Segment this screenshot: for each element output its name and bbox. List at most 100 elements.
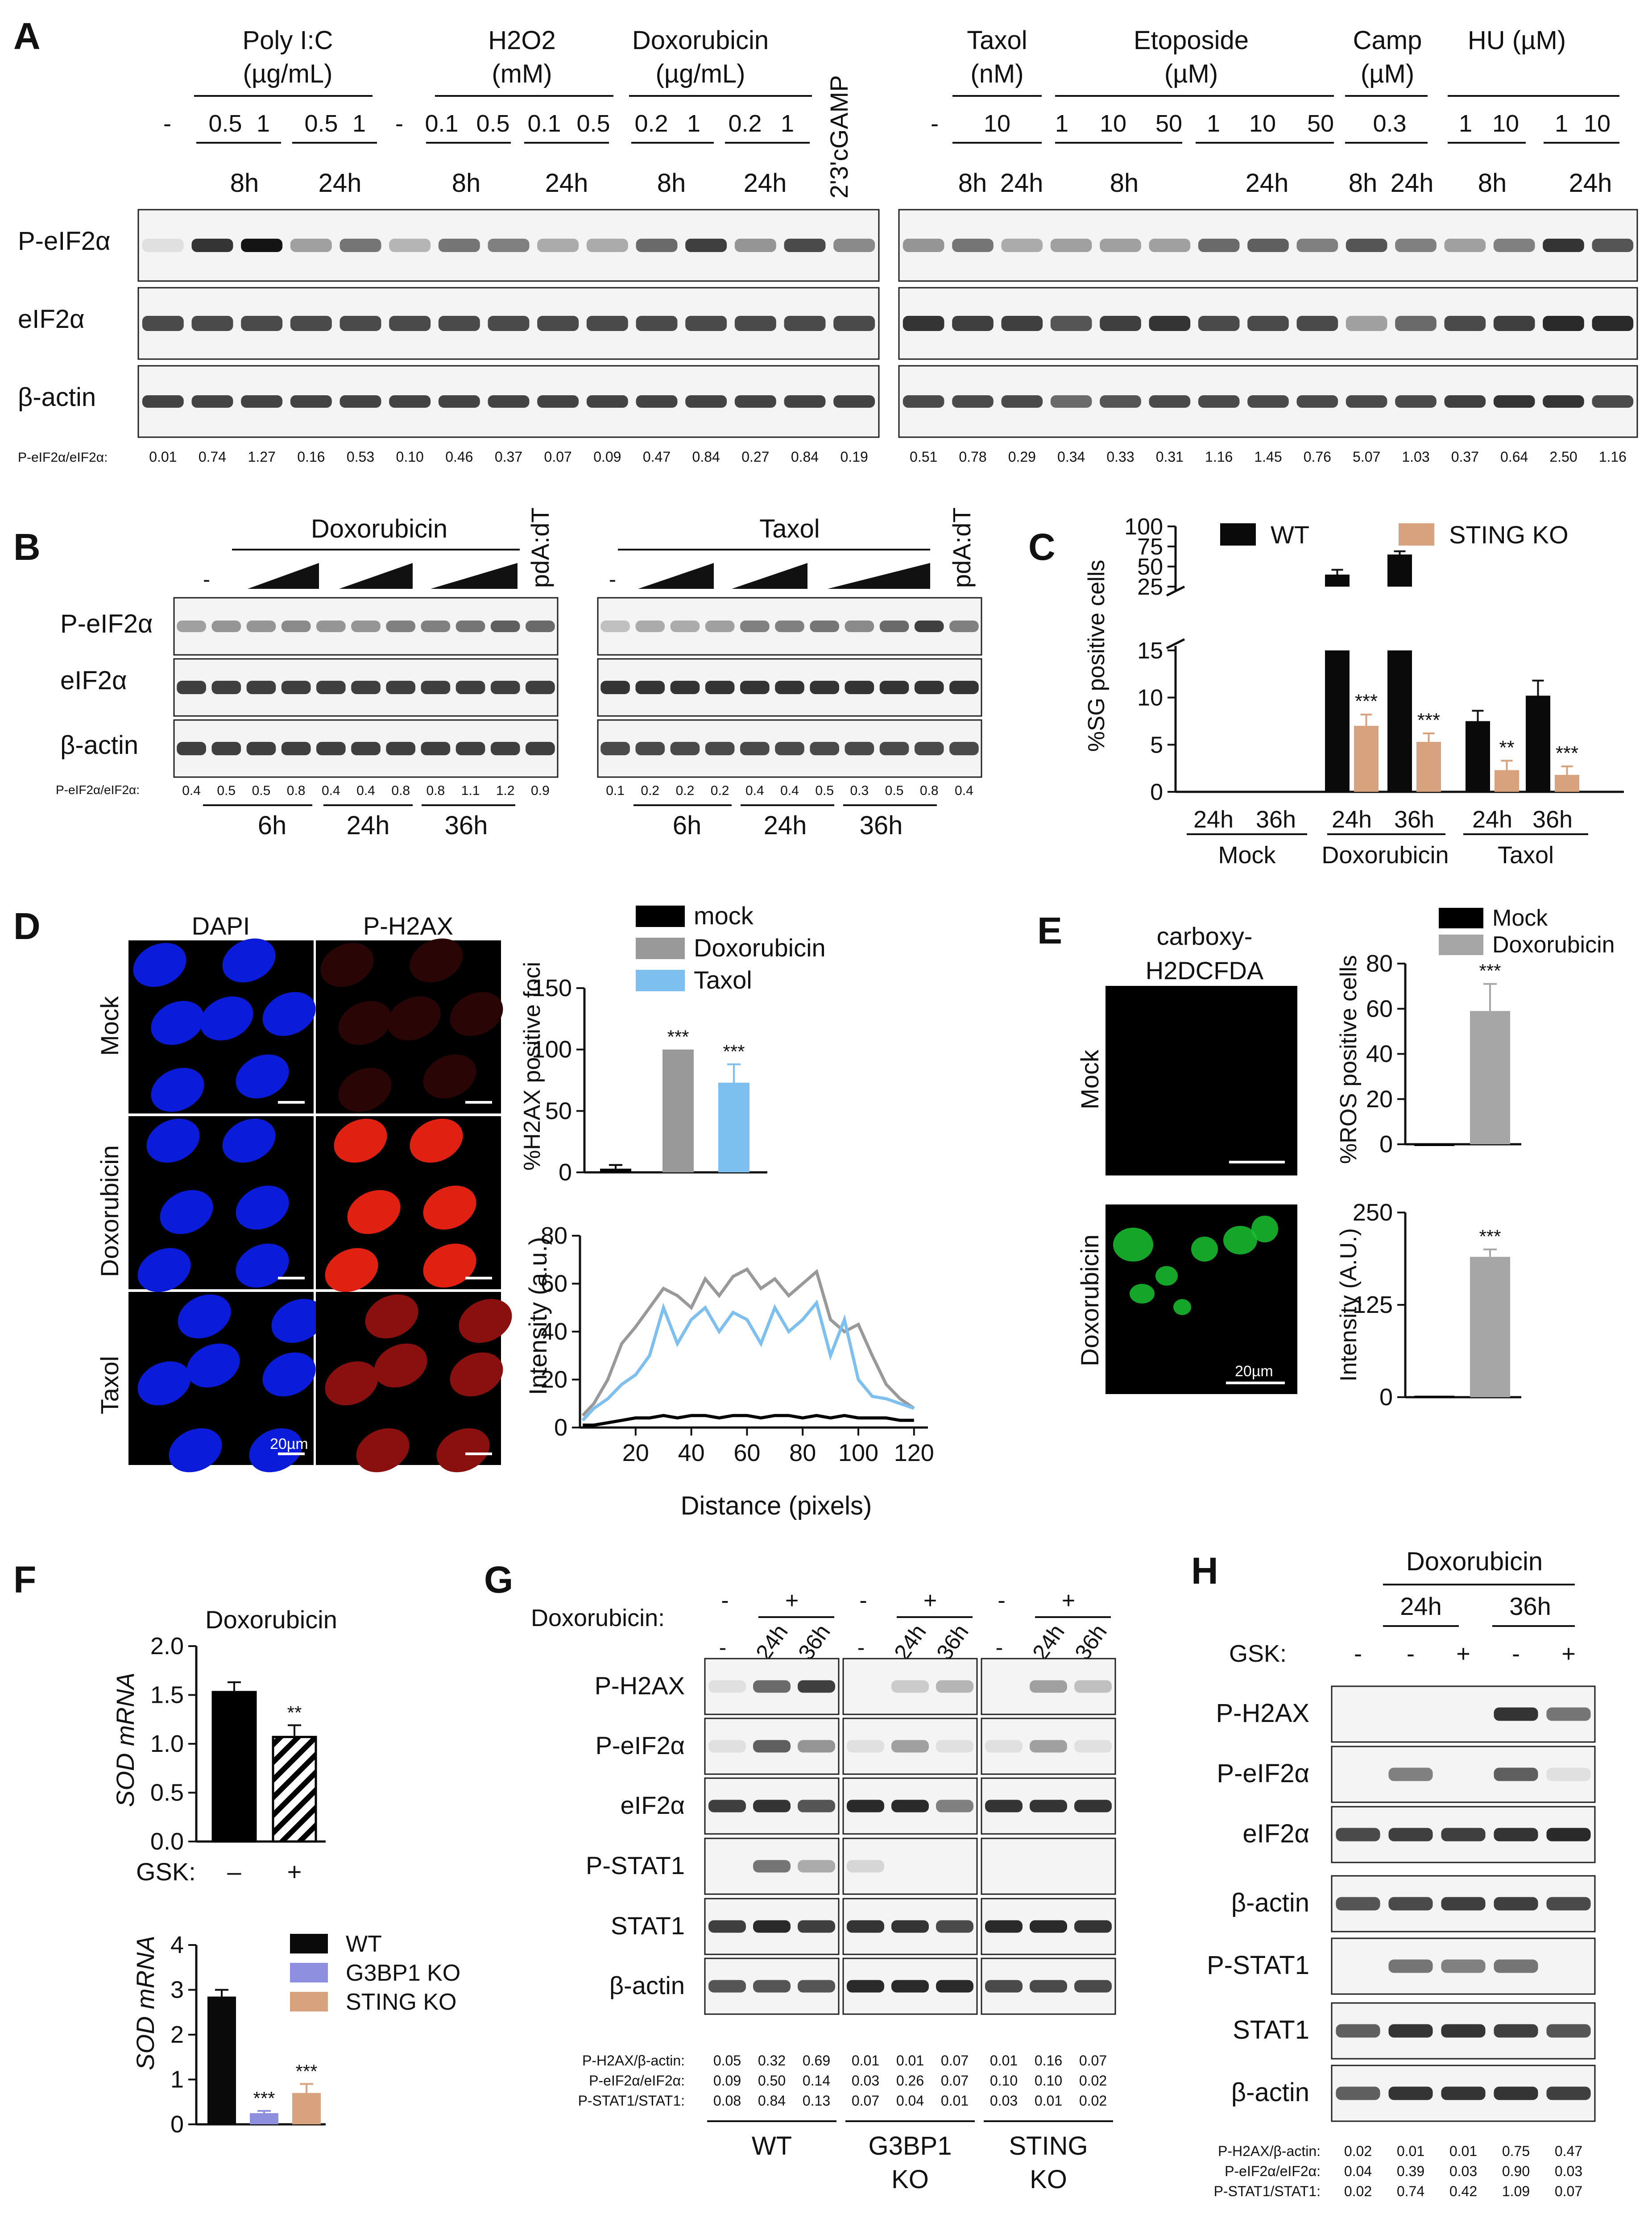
g-blot-0-0-band — [753, 1680, 791, 1693]
g-blot-0-0-band — [708, 1680, 746, 1693]
d-nucleus — [410, 938, 463, 983]
a-left-dose: 0.1 — [527, 110, 561, 137]
b-doxo-eif2a-blot-band — [281, 681, 311, 694]
a-left-eif2a-blot-band — [586, 316, 628, 331]
a-right-bactin-blot-band — [1100, 395, 1141, 408]
b-dose-wedge — [431, 563, 518, 589]
a-left-time: 24h — [744, 169, 787, 198]
a-left-p-eif2a-blot-band — [784, 239, 826, 252]
d-nucleus — [338, 1068, 392, 1112]
g-blot-4-2-band — [1030, 1920, 1067, 1933]
d-nucleus — [222, 938, 276, 983]
a-left-bactin-blot-band — [241, 395, 283, 408]
g-blot-5-1-band — [847, 1980, 884, 1993]
a-right-bactin-blot-band — [1543, 395, 1584, 408]
b-row-label: P-eIF2α — [60, 609, 153, 638]
b-taxol-time: 36h — [860, 811, 903, 840]
a-right-ratio: 0.76 — [1304, 449, 1331, 465]
a-right-ratio: 1.16 — [1599, 449, 1627, 465]
h-gsk-sign: + — [1561, 1640, 1576, 1667]
g-blot-1-2 — [981, 1717, 1116, 1775]
a-right-eif2a-blot-band — [1395, 316, 1437, 331]
g-blot-4-0 — [704, 1898, 840, 1955]
f-bottom-bar — [250, 2113, 278, 2124]
h-blot-5-band — [1546, 2024, 1591, 2038]
g-blot-2-0-band — [708, 1800, 746, 1813]
g-blot-0-2 — [981, 1658, 1116, 1715]
g-lane-24h: 24h — [751, 1620, 793, 1664]
h-row-labels: P-H2AX P-eIF2α eIF2α β-actin P-STAT1 STAT1 β-a… — [1207, 1699, 1309, 2107]
g-blot-2-0 — [704, 1777, 840, 1835]
g-row-label: P-eIF2α — [596, 1731, 685, 1759]
a-right-treatment-name: Etoposide — [1134, 26, 1249, 55]
a-right-eif2a-blot-band — [1198, 316, 1240, 331]
b-doxo-ratio: 0.4 — [322, 783, 340, 798]
e-ros-signal — [1113, 1216, 1278, 1315]
g-blot-3-0-band — [798, 1860, 835, 1873]
g-blot-5-0-band — [798, 1980, 835, 1993]
e-ros-y-tick: 40 — [1366, 1041, 1393, 1068]
a-left-eif2a-blot-band — [142, 316, 184, 331]
d-row-mock: Mock — [95, 996, 124, 1056]
a-right-p-eif2a-blot-band — [1198, 239, 1240, 252]
g-sign-plus: + — [923, 1588, 937, 1614]
b-doxorubicin-label: Doxorubicin — [311, 514, 447, 543]
a-left-dose: - — [395, 110, 403, 137]
d-nucleus — [200, 996, 253, 1041]
a-left-time: 8h — [657, 169, 686, 198]
g-ratio-value: 0.04 — [896, 2093, 924, 2109]
panel-d-label: D — [13, 905, 41, 947]
c-group-label: Doxorubicin — [1321, 842, 1449, 869]
a-left-ratio: 0.74 — [199, 449, 226, 465]
e-ros-spot — [1191, 1237, 1218, 1262]
g-blot-5-1-band — [936, 1980, 973, 1993]
a-right-dose: 50 — [1155, 110, 1182, 137]
c-bar-wt — [1387, 650, 1412, 792]
g-lane-24h: 24h — [1027, 1620, 1069, 1664]
a-right-eif2a-blot-band — [1050, 316, 1092, 331]
a-right-eif2a-blot-band — [1149, 316, 1191, 331]
e-legend-doxo: Doxorubicin — [1492, 932, 1615, 958]
a-right-eif2a-blot — [898, 287, 1638, 360]
a-left-treatment-unit: (µg/mL) — [243, 59, 333, 88]
e-col-title-2: H2DCFDA — [1146, 956, 1264, 985]
e-int-bar — [1470, 1257, 1510, 1397]
b-taxol-p-eif2a-blot-band — [914, 621, 944, 632]
h-gsk-label: GSK: — [1229, 1640, 1287, 1667]
b-doxo-bactin-blot-band — [490, 742, 520, 755]
a-row-labels: P-eIF2α eIF2α β-actin — [18, 227, 111, 412]
b-taxol-bactin-blot-band — [775, 742, 804, 755]
h-blot-5-band — [1441, 2024, 1486, 2038]
g-blot-5-1 — [842, 1957, 978, 2015]
b-taxol-ratio: 0.2 — [641, 783, 659, 798]
h-row-label: STAT1 — [1233, 2015, 1309, 2044]
f-gsk-plus: + — [287, 1858, 302, 1886]
g-ratio-value: 0.50 — [758, 2073, 786, 2089]
g-blot-2-0-band — [753, 1800, 791, 1813]
g-ratio-value: 0.26 — [896, 2073, 924, 2089]
a-right-time: 8h — [1349, 169, 1378, 198]
a-right-bactin-blot-band — [1050, 395, 1092, 408]
a-right-ratio: 0.37 — [1451, 449, 1479, 465]
a-right-bactin-blot-band — [1001, 395, 1043, 408]
d-nucleus — [356, 1428, 410, 1473]
d-line-series — [581, 1267, 915, 1417]
panel-h-label: H — [1191, 1550, 1218, 1592]
g-ratio-value: 0.01 — [941, 2093, 969, 2109]
g-sign-minus: - — [859, 1588, 867, 1614]
a-left-dose: 0.5 — [208, 110, 242, 137]
g-blot-4-2 — [981, 1898, 1116, 1955]
g-group-label: G3BP1 — [869, 2131, 952, 2160]
a-right-p-eif2a-blot-band — [1149, 239, 1191, 252]
f-bottom-bar — [207, 1996, 236, 2124]
g-lane-36h: 36h — [793, 1620, 835, 1664]
a-left-ratio: 0.84 — [791, 449, 819, 465]
a-right-treatment-name: Taxol — [967, 26, 1027, 55]
g-blot-3-0-band — [753, 1860, 791, 1873]
e-legend-mock-swatch — [1439, 908, 1483, 928]
c-time-label: 24h — [1332, 806, 1372, 833]
g-blot-1-0-band — [708, 1740, 746, 1753]
panel-a-label: A — [13, 15, 41, 57]
d-line-x-tick: 120 — [894, 1440, 934, 1466]
f-gsk-minus: – — [227, 1858, 241, 1886]
